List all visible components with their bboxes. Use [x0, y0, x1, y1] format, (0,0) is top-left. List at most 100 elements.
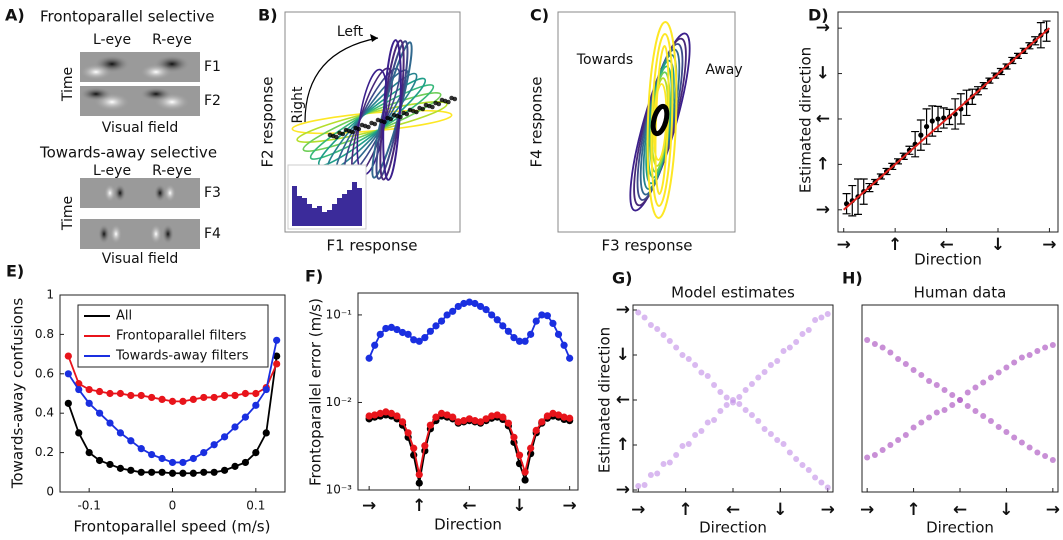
x-tick-label: →: [563, 496, 577, 516]
data-point: [421, 334, 428, 341]
scatter-point: [1027, 445, 1033, 451]
scatter-point: [996, 424, 1002, 430]
data-point: [516, 452, 523, 459]
sample-dot: [437, 102, 442, 107]
x-tick-label: 0: [169, 499, 177, 513]
sample-dot: [414, 110, 419, 115]
scatter-point: [942, 407, 948, 413]
data-point: [416, 471, 423, 478]
data-point: [252, 390, 259, 397]
data-point: [918, 133, 923, 138]
sample-dot: [350, 130, 355, 135]
data-point: [169, 398, 176, 405]
x-tick-label: ←: [953, 500, 967, 520]
scatter-point: [818, 480, 824, 486]
y-tick-label: →: [616, 480, 630, 500]
data-point: [138, 445, 145, 452]
data-point: [432, 322, 439, 329]
blob: [80, 64, 112, 80]
scatter-point: [942, 387, 948, 393]
y-tick-label: 0.2: [35, 445, 54, 459]
x-tick-label: ↑: [906, 500, 920, 520]
scatter-point: [661, 332, 667, 338]
data-point: [86, 386, 93, 393]
data-point: [499, 322, 506, 329]
scatter-point: [918, 372, 924, 378]
scatter-point: [949, 392, 955, 398]
data-point: [190, 470, 197, 477]
y-tick-label: 0.8: [35, 327, 54, 341]
data-point: [158, 396, 165, 403]
y-tick-label: ←: [816, 109, 830, 129]
y-axis-label: Frontoparallel error (m/s): [307, 298, 325, 486]
inset-bar: [312, 208, 317, 226]
scatter-point: [799, 331, 805, 337]
data-point: [200, 394, 207, 401]
data-point: [221, 392, 228, 399]
annotation: Right: [290, 86, 306, 123]
scatter-point: [911, 425, 917, 431]
scatter-point: [980, 413, 986, 419]
data-point: [65, 370, 72, 377]
data-point: [538, 418, 545, 425]
scatter-point: [806, 327, 812, 333]
inset-bar: [302, 198, 307, 226]
scatter-point: [749, 381, 755, 387]
x-tick-label: ↑: [679, 500, 693, 520]
inset-bar: [352, 182, 357, 226]
sample-dot: [453, 97, 458, 102]
scatter-point: [717, 389, 723, 395]
data-point: [96, 410, 103, 417]
data-point: [505, 328, 512, 335]
data-point: [483, 306, 490, 313]
sample-dot: [389, 117, 394, 122]
y-axis-label: F4 response: [528, 76, 546, 167]
y-axis-label: F2 response: [259, 76, 277, 167]
scatter-point: [717, 408, 723, 414]
scatter-point: [1050, 342, 1056, 348]
x-axis-label: Direction: [699, 519, 767, 537]
scatter-point: [934, 410, 940, 416]
data-point: [549, 320, 556, 327]
scatter-point: [793, 339, 799, 345]
scatter-point: [755, 375, 761, 381]
y-axis-label: Estimated direction: [797, 47, 815, 193]
data-point: [138, 392, 145, 399]
blob: [110, 224, 122, 244]
blob: [80, 87, 112, 101]
data-point: [393, 412, 400, 419]
scatter-point: [679, 443, 685, 449]
blob: [140, 64, 172, 80]
figure: A) Frontoparallel selective L-eye R-eye …: [0, 0, 1063, 540]
x-tick-label: →: [1046, 500, 1060, 520]
x-tick-label: →: [631, 500, 645, 520]
scatter-point: [864, 455, 870, 461]
scatter-point: [642, 482, 648, 488]
scatter-point: [1027, 352, 1033, 358]
data-point: [273, 360, 280, 367]
panel-title: Model estimates: [671, 284, 795, 302]
scatter-point: [806, 467, 812, 473]
y-tick-label: 10⁻³: [326, 483, 353, 497]
data-point: [399, 418, 406, 425]
data-point: [924, 124, 929, 129]
x-axis-label: Frontoparallel speed (m/s): [74, 518, 271, 536]
blob: [162, 224, 174, 244]
data-point: [427, 422, 434, 429]
eye-label: L-eye: [93, 32, 131, 48]
x-tick-label: ↓: [773, 500, 787, 520]
inset-bar: [292, 186, 297, 226]
scatter-point: [711, 382, 717, 388]
x-axis-label: Direction: [434, 516, 502, 534]
filter-label: F2: [204, 93, 221, 109]
data-point: [494, 316, 501, 323]
x-tick-label: ↓: [991, 235, 1005, 255]
data-point: [200, 469, 207, 476]
scatter-point: [635, 483, 641, 489]
x-tick-label: ←: [726, 500, 740, 520]
sample-dot: [366, 125, 371, 130]
scatter-point: [654, 471, 660, 477]
y-tick-label: 1: [46, 288, 54, 302]
axis-label: Visual field: [102, 251, 178, 267]
data-point: [221, 467, 228, 474]
